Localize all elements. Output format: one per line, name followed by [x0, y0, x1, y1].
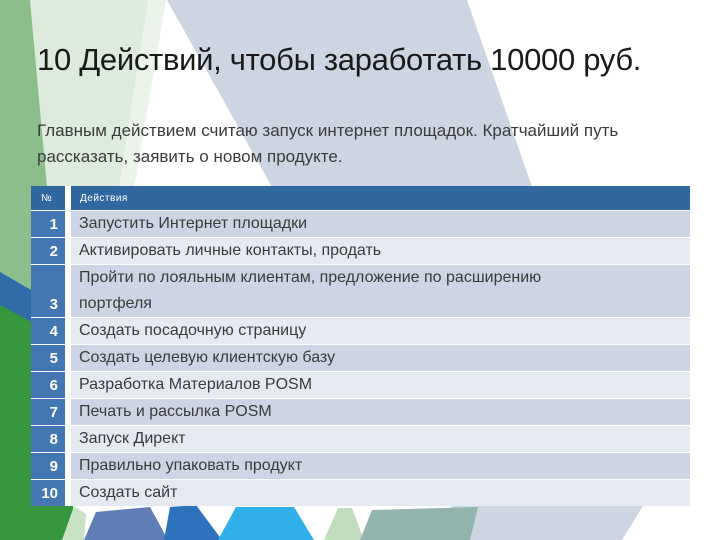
strip-steel-blue-wedge	[84, 507, 168, 540]
row-number-cell: 9	[31, 453, 65, 479]
row-number-cell: 10	[31, 480, 65, 506]
actions-table: № Действия 1 Запустить Интернет площадки…	[31, 186, 690, 506]
table-row: 2 Активировать личные контакты, продать	[31, 237, 690, 264]
row-action-cell: Запустить Интернет площадки	[65, 211, 690, 237]
table-row: 6 Разработка Материалов POSM	[31, 371, 690, 398]
strip-dark-blue-wedge	[164, 505, 222, 540]
table-row: 10 Создать сайт	[31, 479, 690, 506]
row-action-cell: Разработка Материалов POSM	[65, 372, 690, 398]
table-header-actions: Действия	[65, 186, 690, 210]
row-number-cell: 4	[31, 318, 65, 344]
row-number-cell: 5	[31, 345, 65, 371]
row-number-cell: 1	[31, 211, 65, 237]
row-action-cell: Активировать личные контакты, продать	[65, 238, 690, 264]
row-action-cell: Печать и рассылка POSM	[65, 399, 690, 425]
strip-cyan-wedge	[218, 507, 314, 540]
table-row: 7 Печать и рассылка POSM	[31, 398, 690, 425]
row-number-cell: 2	[31, 238, 65, 264]
row-action-cell: Создать целевую клиентскую базу	[65, 345, 690, 371]
strip-pale-green2-wedge	[324, 508, 364, 540]
row-action-cell: Правильно упаковать продукт	[65, 453, 690, 479]
strip-pale-green-wedge	[62, 506, 86, 540]
table-row: 9 Правильно упаковать продукт	[31, 452, 690, 479]
table-body: 1 Запустить Интернет площадки 2 Активиро…	[31, 210, 690, 506]
table-row: 5 Создать целевую клиентскую базу	[31, 344, 690, 371]
row-number-cell: 6	[31, 372, 65, 398]
row-action-cell: Создать сайт	[65, 480, 690, 506]
row-number-cell: 8	[31, 426, 65, 452]
table-row: 1 Запустить Интернет площадки	[31, 210, 690, 237]
row-action-cell: Запуск Директ	[65, 426, 690, 452]
row-number-cell: 7	[31, 399, 65, 425]
table-row: 4 Создать посадочную страницу	[31, 317, 690, 344]
row-action-cell: Пройти по лояльным клиентам, предложение…	[65, 265, 690, 317]
table-header-number: №	[31, 186, 65, 210]
table-row: 3 Пройти по лояльным клиентам, предложен…	[31, 264, 690, 317]
row-number-cell: 3	[31, 265, 65, 317]
strip-sage-wedge	[360, 507, 478, 540]
row-action-cell: Создать посадочную страницу	[65, 318, 690, 344]
slide-title: 10 Действий, чтобы заработать 10000 руб.	[37, 42, 642, 77]
slide-subtitle: Главным действием считаю запуск интернет…	[37, 121, 619, 166]
table-header-row: № Действия	[31, 186, 690, 210]
table-row: 8 Запуск Директ	[31, 425, 690, 452]
